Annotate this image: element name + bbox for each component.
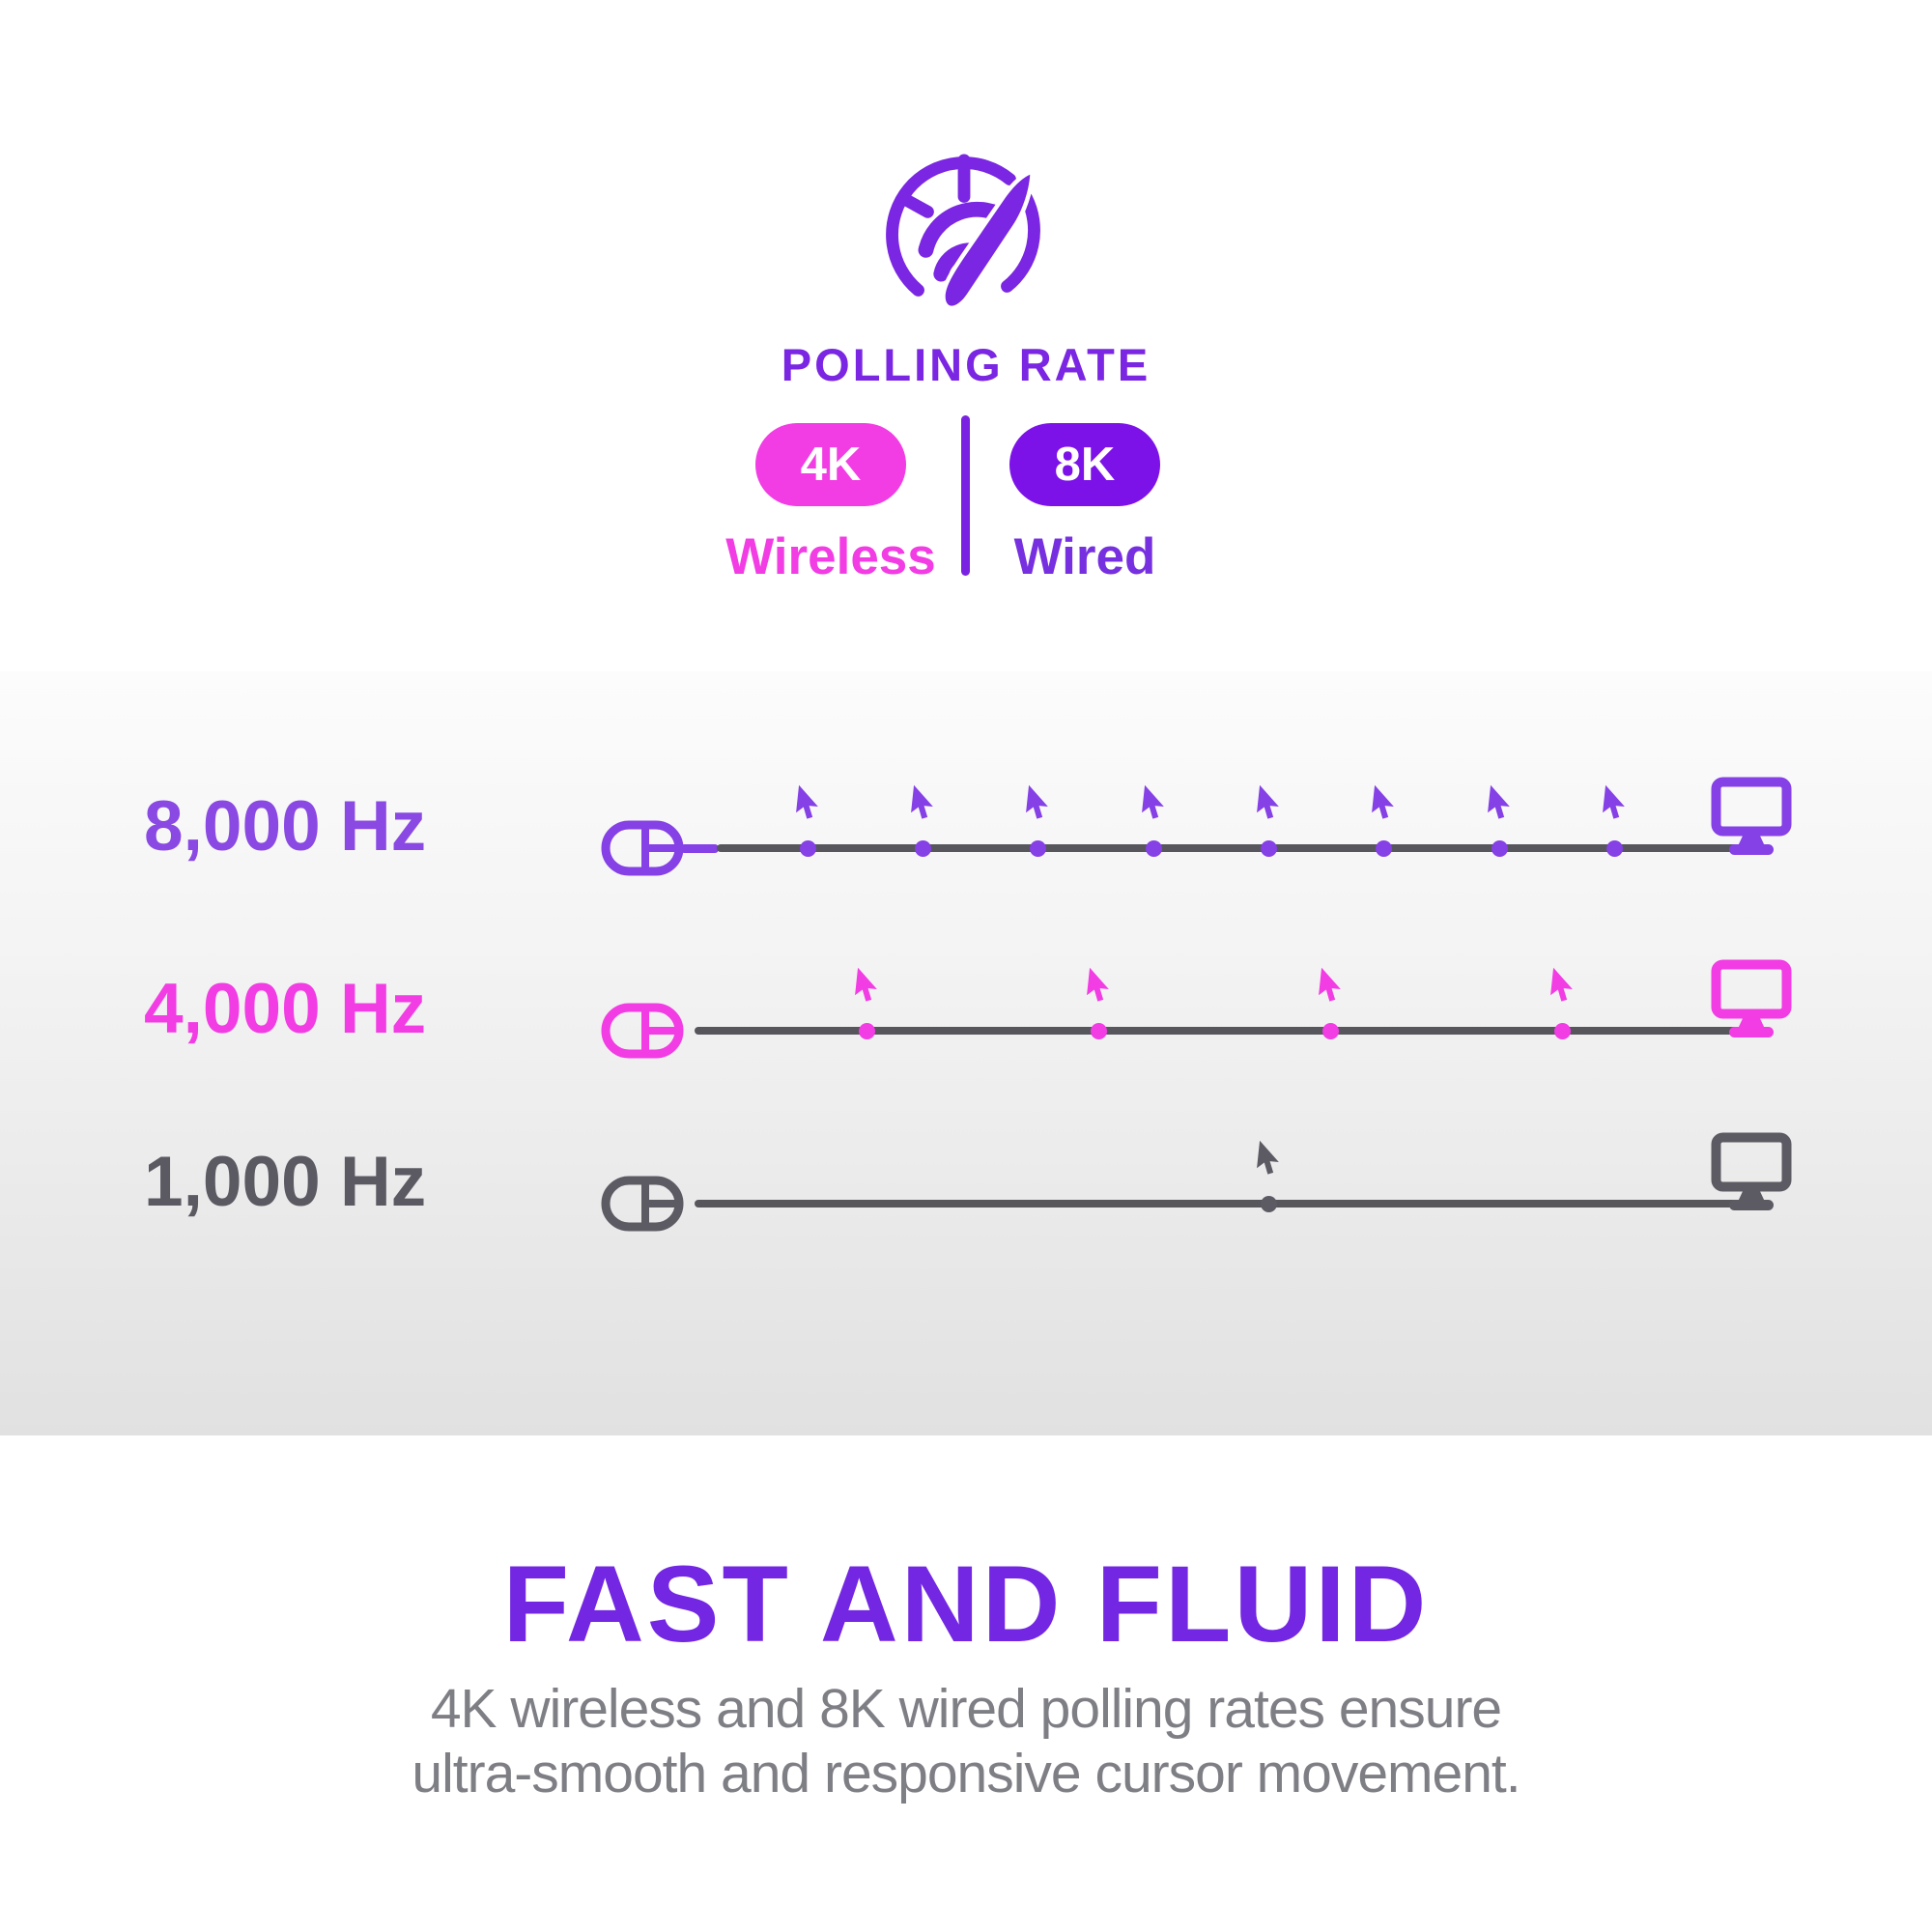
report-dot xyxy=(1553,1022,1571,1039)
badge-4k-pill: 4K xyxy=(755,423,906,506)
cursor-arrow-icon xyxy=(1483,784,1514,825)
cursor-arrow-icon xyxy=(1252,784,1283,825)
report-dot xyxy=(1029,839,1046,857)
cursor-arrow-icon xyxy=(1082,967,1113,1008)
cursor-arrow-icon xyxy=(1252,1140,1283,1180)
badge-8k-pill: 8K xyxy=(1009,423,1160,506)
row-label-1000hz: 1,000 Hz xyxy=(144,1143,427,1221)
report-dot xyxy=(1145,839,1162,857)
badge-divider xyxy=(961,415,970,576)
polling-line xyxy=(695,1200,1745,1208)
description-line-2: ultra-smooth and responsive cursor movem… xyxy=(412,1743,1520,1804)
cursor-arrow-icon xyxy=(1021,784,1052,825)
cursor-arrow-icon xyxy=(850,967,881,1008)
monitor-icon xyxy=(1711,777,1792,856)
mouse-icon xyxy=(601,1003,684,1059)
report-dot xyxy=(1491,839,1508,857)
cursor-arrow-icon xyxy=(1314,967,1345,1008)
report-dot xyxy=(1260,839,1277,857)
cursor-arrow-icon xyxy=(1367,784,1398,825)
report-dot xyxy=(1605,839,1623,857)
cursor-arrow-icon xyxy=(906,784,937,825)
cursor-arrow-icon xyxy=(1598,784,1629,825)
polling-line xyxy=(717,844,1745,852)
page-title: POLLING RATE xyxy=(781,339,1151,390)
row-label-8000hz: 8,000 Hz xyxy=(144,787,427,866)
monitor-icon xyxy=(1711,959,1792,1038)
report-dot xyxy=(1260,1195,1277,1212)
badge-8k: 8K Wired xyxy=(950,423,1220,586)
badge-8k-label: Wired xyxy=(1013,528,1156,585)
description-line-1: 4K wireless and 8K wired polling rates e… xyxy=(430,1678,1502,1740)
report-dot xyxy=(914,839,931,857)
polling-line xyxy=(695,1027,1745,1035)
cursor-arrow-icon xyxy=(1546,967,1577,1008)
speedometer-icon xyxy=(868,151,1060,327)
monitor-icon xyxy=(1711,1132,1792,1211)
mouse-icon xyxy=(601,1176,684,1232)
section-heading: FAST AND FLUID xyxy=(502,1544,1430,1664)
cursor-arrow-icon xyxy=(791,784,822,825)
cursor-arrow-icon xyxy=(1137,784,1168,825)
report-dot xyxy=(1375,839,1392,857)
report-dot xyxy=(858,1022,875,1039)
row-label-4000hz: 4,000 Hz xyxy=(144,970,427,1048)
report-dot xyxy=(1321,1022,1339,1039)
badge-4k: 4K Wireless xyxy=(696,423,966,586)
report-dot xyxy=(799,839,816,857)
badge-4k-label: Wireless xyxy=(725,528,936,585)
wired-cable-stub xyxy=(680,843,719,853)
mouse-icon xyxy=(601,820,684,876)
report-dot xyxy=(1090,1022,1107,1039)
